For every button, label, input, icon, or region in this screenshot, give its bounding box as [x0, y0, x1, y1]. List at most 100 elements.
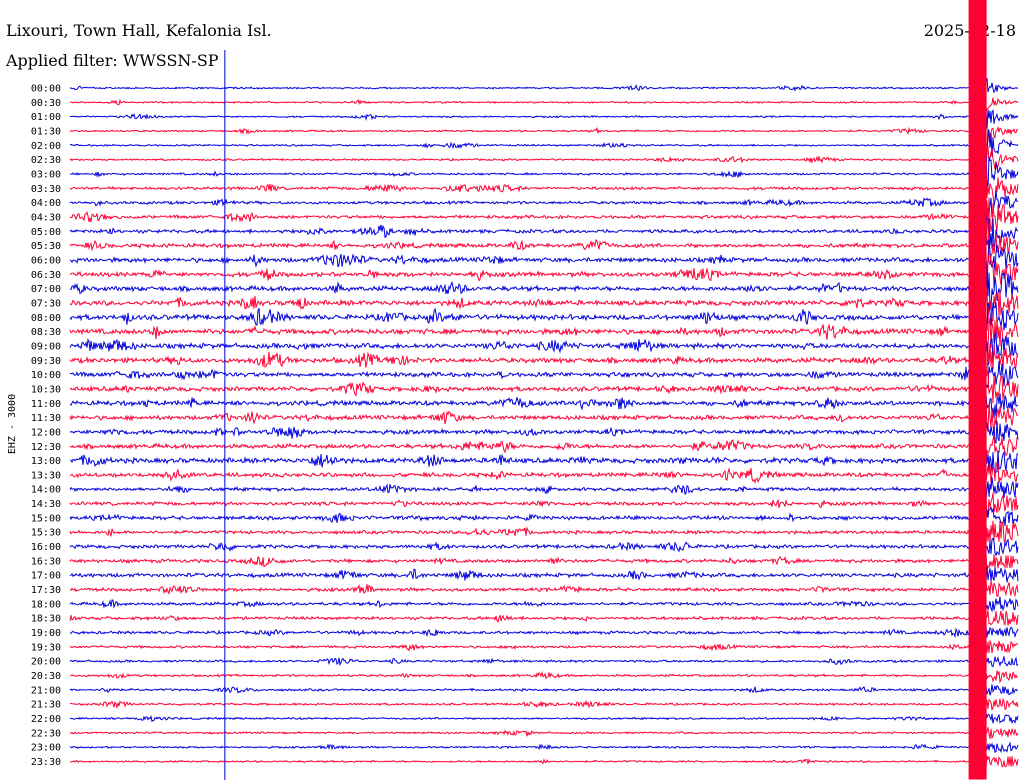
row-time-label: 00:30	[31, 98, 61, 109]
row-time-label: 12:00	[31, 427, 61, 438]
row-time-label: 17:30	[31, 585, 61, 596]
row-time-label: 18:00	[31, 599, 61, 610]
seismic-trace-row	[69, 755, 1019, 770]
seismic-trace-row	[70, 120, 1019, 200]
seismic-trace-row	[69, 608, 1019, 627]
seismic-trace-row	[69, 198, 1018, 272]
row-time-label: 22:00	[31, 714, 61, 725]
seismic-trace-row	[69, 591, 1019, 615]
seismic-trace-row	[69, 303, 1019, 363]
seismic-trace-row	[69, 393, 1019, 442]
seismic-trace-row	[69, 81, 1019, 161]
seismic-trace-row	[69, 652, 1019, 670]
row-time-label: 07:00	[31, 284, 61, 295]
seismic-trace-row	[69, 577, 1019, 602]
row-time-label: 09:30	[31, 356, 61, 367]
seismic-trace-row	[69, 289, 1019, 353]
seismic-trace-row	[69, 127, 1019, 202]
row-time-label: 15:00	[31, 513, 61, 524]
seismic-trace-row	[69, 460, 1019, 494]
row-time-label: 02:30	[31, 155, 61, 166]
row-time-label: 01:30	[31, 126, 61, 137]
seismic-trace-row	[69, 560, 1019, 590]
seismic-trace-row	[69, 318, 1019, 371]
row-time-label: 08:30	[31, 327, 61, 338]
seismic-trace-row	[69, 710, 1019, 725]
time-tick-labels: 00:00 00:30 01:00 01:30 02:00 02:30 03:00 03:30…	[31, 84, 61, 769]
seismic-trace-row	[69, 226, 1019, 303]
row-time-label: 10:30	[31, 384, 61, 395]
row-time-label: 02:00	[31, 141, 61, 152]
station-title: Lixouri, Town Hall, Kefalonia Isl.	[6, 21, 272, 40]
row-time-label: 06:00	[31, 255, 61, 266]
seismic-trace-row	[69, 681, 1019, 698]
row-time-label: 00:00	[31, 84, 61, 95]
row-time-label: 19:30	[31, 642, 61, 653]
row-time-label: 03:00	[31, 169, 61, 180]
row-time-label: 08:00	[31, 313, 61, 324]
row-time-label: 11:00	[31, 399, 61, 410]
seismic-trace-row	[69, 89, 1019, 188]
seismic-trace-row	[69, 470, 1019, 505]
row-time-label: 09:00	[31, 341, 61, 352]
row-time-label: 12:30	[31, 442, 61, 453]
row-time-label: 03:30	[31, 184, 61, 195]
row-time-label: 23:00	[31, 743, 61, 754]
seismic-trace-row	[69, 741, 1019, 756]
seismic-trace-row	[69, 253, 1019, 325]
earthquake-saturated-band	[968, 0, 987, 780]
row-time-label: 10:00	[31, 370, 61, 381]
seismic-trace-row	[69, 414, 1019, 454]
row-time-label: 15:30	[31, 528, 61, 539]
seismic-trace-row	[69, 273, 1019, 333]
row-time-label: 06:30	[31, 270, 61, 281]
seismic-trace-row	[70, 66, 1019, 155]
seismic-trace-row	[69, 337, 1019, 386]
seismic-trace-row	[69, 432, 1019, 469]
row-time-label: 05:00	[31, 227, 61, 238]
row-time-label: 22:30	[31, 728, 61, 739]
row-time-label: 14:30	[31, 499, 61, 510]
row-time-label: 01:00	[31, 112, 61, 123]
row-time-label: 07:30	[31, 298, 61, 309]
row-time-label: 13:30	[31, 470, 61, 481]
seismic-trace-row	[69, 66, 1019, 111]
seismic-trace-row	[69, 697, 1019, 711]
seismic-trace-row	[69, 377, 1019, 426]
seismic-trace-row	[69, 86, 1019, 182]
seismic-trace-row	[69, 151, 1019, 217]
row-time-label: 20:00	[31, 657, 61, 668]
seismic-trace-row	[69, 725, 1019, 740]
seismic-trace-row	[69, 623, 1019, 641]
seismic-trace-row	[69, 491, 1019, 522]
seismic-trace-row	[69, 536, 1019, 561]
row-time-label: 11:30	[31, 413, 61, 424]
seismic-trace-row	[69, 239, 1019, 308]
seismic-trace-row	[69, 170, 1019, 243]
seismic-trace-row	[69, 545, 1019, 577]
row-time-label: 18:30	[31, 614, 61, 625]
filter-label: Applied filter: WWSSN-SP	[5, 51, 219, 70]
row-time-label: 04:00	[31, 198, 61, 209]
row-time-label: 05:30	[31, 241, 61, 252]
seismic-trace-row	[69, 369, 1019, 417]
seismic-trace-row	[69, 518, 1019, 545]
seismic-trace-row	[69, 638, 1019, 656]
row-time-label: 21:30	[31, 700, 61, 711]
seismic-trace-row	[69, 444, 1019, 482]
seismic-trace-row	[69, 503, 1019, 529]
seismic-trace-row	[69, 215, 1019, 285]
row-time-label: 23:30	[31, 757, 61, 768]
seismic-trace-row	[69, 172, 1019, 237]
row-time-label: 21:00	[31, 685, 61, 696]
row-time-label: 14:00	[31, 485, 61, 496]
channel-label: EHZ - 3000	[7, 394, 18, 454]
seismic-trace-row	[69, 668, 1019, 684]
seismic-trace-row	[69, 344, 1019, 402]
row-time-label: 20:30	[31, 671, 61, 682]
row-time-label: 17:00	[31, 571, 61, 582]
row-time-label: 13:00	[31, 456, 61, 467]
row-time-label: 04:30	[31, 212, 61, 223]
